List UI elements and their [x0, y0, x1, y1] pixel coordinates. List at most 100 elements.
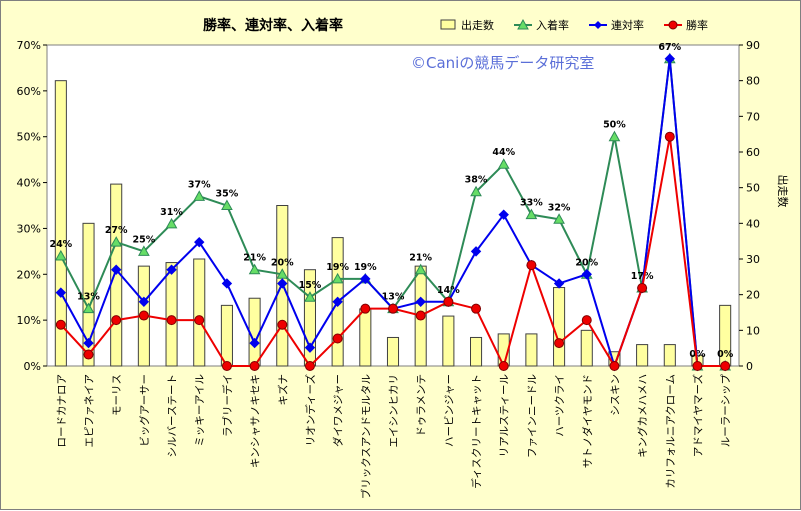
x-tick-label: モーリス [111, 374, 123, 416]
x-tick-label: ルーラーシップ [720, 374, 732, 448]
data-label-入着率: 67% [658, 42, 681, 53]
data-label-入着率: 50% [603, 120, 626, 131]
x-tick-label: キングカメハメハ [636, 374, 649, 458]
data-label-入着率: 33% [520, 198, 543, 209]
x-tick-label: ビッグアーサー [138, 374, 151, 447]
x-tick-label: ブリックスアンドモルタル [359, 374, 372, 499]
data-label-入着率: 13% [77, 292, 100, 303]
point-入着率 [414, 263, 427, 275]
point-勝率 [443, 296, 454, 307]
data-label-入着率: 27% [105, 225, 128, 236]
data-label-入着率: 19% [326, 262, 349, 273]
data-label-入着率: 37% [188, 179, 211, 190]
point-連対率 [138, 296, 150, 308]
point-連対率 [249, 337, 260, 349]
data-label-入着率: 0% [689, 349, 706, 360]
x-tick-label: キンシャサノキセキ [250, 374, 262, 468]
data-label-入着率: 44% [492, 147, 515, 158]
x-axis-labels: ロードカナロア エピファネイア モーリス ビッグアーサー シルバーステート ミッキーアイル… [56, 374, 732, 500]
point-勝率 [388, 303, 398, 314]
point-勝率 [194, 315, 205, 326]
data-label-入着率: 24% [49, 239, 72, 250]
legend-label-入着率: 入着率 [536, 18, 569, 32]
data-label-入着率: 31% [160, 207, 183, 218]
point-勝率 [692, 361, 703, 371]
bar-ラブリーデイ [220, 304, 233, 367]
point-連対率 [415, 296, 426, 308]
x-tick-label: サトノダイヤモンド [581, 374, 594, 468]
point-勝率 [720, 361, 731, 371]
bar-ハーツクライ [553, 287, 566, 367]
data-label-入着率: 17% [631, 271, 654, 282]
bar-ファインニードル [525, 333, 538, 367]
legend-swatch-出走数 [440, 19, 456, 30]
right-tick-label: 30 [746, 253, 760, 266]
point-勝率 [664, 131, 675, 142]
left-tick-label: 60% [17, 85, 41, 98]
x-tick-label: ディスクリートキャット [470, 374, 483, 489]
legend-label-連対率: 連対率 [611, 18, 644, 32]
point-勝率 [498, 361, 509, 371]
right-tick-label: 40 [746, 217, 760, 230]
x-tick-label: エピファネイア [84, 374, 96, 448]
left-tick-label: 50% [17, 131, 41, 144]
point-連対率 [581, 269, 592, 280]
point-連対率 [166, 264, 177, 275]
point-連対率 [194, 236, 205, 248]
right-tick-label: 60 [746, 146, 760, 159]
bar-キンシャサノキセキ [248, 297, 261, 367]
data-label-入着率: 0% [717, 349, 734, 360]
point-勝率 [111, 315, 122, 326]
point-入着率 [82, 302, 95, 314]
legend-marker [594, 21, 602, 29]
bar-エイシンヒカリ [386, 336, 400, 367]
point-入着率 [165, 217, 178, 229]
chart-title: 勝率、連対率、入着率 [203, 17, 343, 34]
right-tick-label: 20 [746, 289, 760, 302]
bar-ハービンジャー [442, 315, 455, 367]
point-連対率 [332, 296, 343, 308]
point-連対率 [360, 273, 371, 285]
point-入着率 [470, 185, 482, 197]
point-勝率 [526, 260, 537, 271]
point-勝率 [249, 361, 260, 371]
bar-ディスクリートキャット [470, 336, 483, 367]
point-勝率 [471, 303, 482, 314]
point-入着率 [304, 291, 316, 302]
x-tick-label: ハーツクライ [554, 374, 566, 437]
left-tick-label: 10% [17, 314, 41, 327]
plot-area [46, 44, 740, 367]
data-label-入着率: 19% [354, 262, 377, 273]
x-tick-label: ミッキーアイル [194, 374, 206, 447]
data-label-入着率: 38% [465, 175, 488, 186]
point-入着率 [497, 158, 510, 169]
point-勝率 [360, 303, 371, 314]
x-tick-label: リアルスティール [499, 374, 511, 457]
right-tick-label: 50 [746, 182, 760, 195]
legend-label-出走数: 出走数 [461, 18, 494, 32]
watermark: ©Caniの競馬データ研究室 [411, 54, 594, 72]
point-入着率 [110, 236, 123, 247]
bar-ロードカナロア [54, 80, 67, 367]
right-tick-label: 70 [746, 110, 760, 123]
x-tick-label: キズナ [276, 374, 289, 406]
point-連対率 [664, 53, 676, 64]
point-勝率 [55, 319, 66, 330]
point-入着率 [248, 263, 261, 275]
point-勝率 [277, 319, 288, 330]
data-label-入着率: 14% [437, 285, 460, 296]
point-連対率 [221, 278, 233, 289]
x-tick-label: ロードカナロア [56, 374, 68, 448]
bar-キングカメハメハ [636, 344, 649, 367]
point-連対率 [470, 246, 482, 257]
point-勝率 [221, 361, 232, 371]
left-tick-label: 40% [17, 177, 41, 190]
data-label-入着率: 20% [575, 257, 598, 268]
point-勝率 [609, 361, 620, 371]
point-勝率 [554, 338, 565, 349]
right-tick-label: 90 [746, 39, 760, 52]
point-連対率 [83, 337, 94, 349]
right-tick-label: 80 [746, 75, 760, 88]
left-tick-label: 70% [17, 39, 41, 52]
